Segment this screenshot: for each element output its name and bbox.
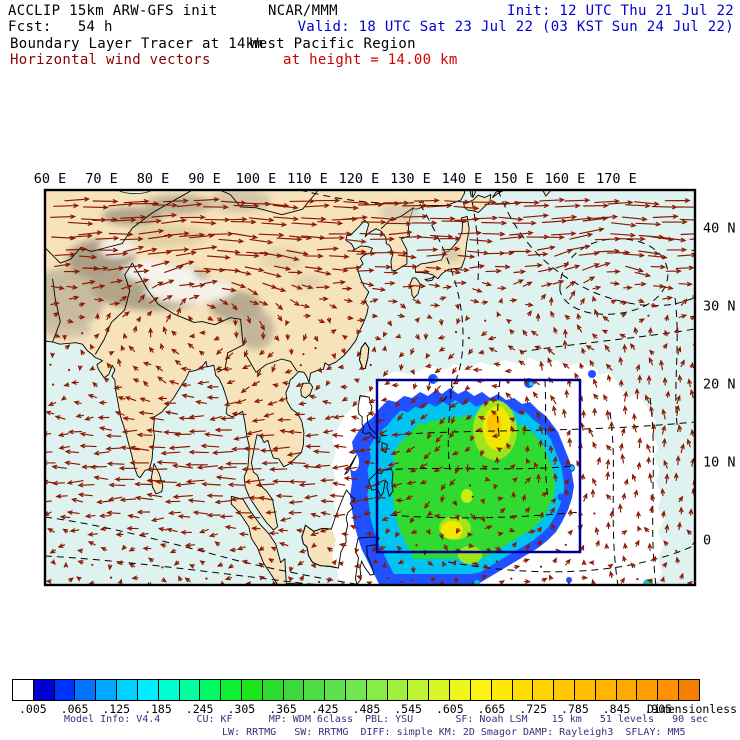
colorbar-cell: [450, 680, 471, 700]
lat-tick-label: 0: [703, 533, 711, 549]
contour-dashed: [544, 379, 549, 501]
colorbar-cell: [616, 680, 638, 700]
contour-dashed: [497, 190, 695, 307]
analysis-region-box: [375, 378, 582, 554]
lon-tick-label: 60 E: [34, 171, 67, 187]
model-title: ACCLIP 15km ARW-GFS init: [8, 3, 218, 19]
colorbar-tick-label: .245: [185, 702, 214, 716]
colorbar-tick-label: .905: [644, 702, 673, 716]
colorbar-cell: [533, 680, 555, 700]
colorbar-tick-label: .725: [519, 702, 548, 716]
colorbar-tick-label: .305: [227, 702, 256, 716]
colorbar-tick-label: .845: [602, 702, 631, 716]
colorbar-cell: [200, 680, 222, 700]
org-label: NCAR/MMM: [268, 3, 338, 19]
colorbar-tick-label: .605: [435, 702, 464, 716]
colorbar-cell: [595, 680, 617, 700]
vector-caption: Horizontal wind vectors: [10, 52, 211, 68]
lon-tick-label: 90 E: [188, 171, 221, 187]
colorbar-cell: [54, 680, 76, 700]
init-time: Init: 12 UTC Thu 21 Jul 22: [507, 3, 734, 19]
colorbar-cell: [366, 680, 388, 700]
lon-tick-label: 160 E: [545, 171, 586, 187]
field-title: Boundary Layer Tracer at 14km: [10, 36, 264, 52]
lat-tick-label: 40 N: [703, 221, 736, 237]
lon-tick-label: 100 E: [236, 171, 277, 187]
colorbar-tick-label: .365: [269, 702, 297, 716]
colorbar-labels: .005 .065 .125 .185 .245 .305 .365 .425 .485 .545…: [0, 702, 740, 716]
wind-vectors: [45, 197, 695, 585]
colorbar-cell: [262, 680, 284, 700]
colorbar-cell: [283, 680, 305, 700]
colorbar-cell: [429, 680, 451, 700]
map-frame: [43, 188, 697, 587]
colorbar-cell: [554, 680, 575, 700]
lon-tick-label: 140 E: [442, 171, 483, 187]
colorbar: [12, 679, 700, 701]
contour-dashed: [45, 516, 365, 585]
colorbar-cell: [470, 680, 492, 700]
contour-dashed: [389, 511, 581, 519]
contour-dashed: [299, 190, 425, 204]
colorbar-cell: [158, 680, 180, 700]
colorbar-tick-label: .425: [310, 702, 339, 716]
colorbar-cell: [75, 680, 97, 700]
lat-tick-label: 30 N: [703, 299, 736, 315]
colorbar-cell: [221, 680, 242, 700]
model-info-line2: LW: RRTMG SW: RRTMG DIFF: simple KM: 2D …: [222, 727, 686, 738]
lon-tick-label: 110 E: [287, 171, 328, 187]
colorbar-cell: [679, 680, 699, 700]
colorbar-tick-label: .545: [394, 702, 422, 716]
colorbar-cell: [512, 680, 534, 700]
lat-tick-label: 10 N: [703, 455, 736, 471]
colorbar-tick-label: .785: [561, 702, 589, 716]
lon-tick-label: 170 E: [596, 171, 637, 187]
colorbar-cell: [304, 680, 326, 700]
contour-dashed: [497, 379, 501, 441]
tracer-green: [391, 414, 556, 559]
colorbar-tick-label: .665: [477, 702, 506, 716]
colorbar-cell: [33, 680, 55, 700]
colorbar-tick-label: .125: [102, 702, 131, 716]
colorbar-unit-label: Dimensionless: [646, 702, 737, 716]
colorbar-cell: [241, 680, 263, 700]
valid-time: Valid: 18 UTC Sat 23 Jul 22 (03 KST Sun …: [297, 19, 734, 35]
colorbar-cell: [658, 680, 679, 700]
colorbar-cell: [491, 680, 513, 700]
forecast-hour: Fcst: 54 h: [8, 19, 113, 35]
colorbar-tick-label: .005: [18, 702, 47, 716]
colorbar-cell: [137, 680, 159, 700]
height-caption: at height = 14.00 km: [283, 52, 458, 68]
map-canvas: [45, 190, 695, 585]
contour-dashed: [559, 238, 669, 315]
lat-tick-label: 20 N: [703, 377, 736, 393]
region-title: West Pacific Region: [250, 36, 416, 52]
lon-tick-label: 130 E: [390, 171, 431, 187]
model-info-line1: Model Info: V4.4 CU: KF MP: WDM 6class P…: [64, 714, 709, 725]
colorbar-cell: [117, 680, 138, 700]
colorbar-cell: [96, 680, 118, 700]
colorbar-tick-label: .185: [144, 702, 172, 716]
colorbar-cell: [346, 680, 367, 700]
lon-tick-label: 70 E: [85, 171, 118, 187]
colorbar-cell: [387, 680, 409, 700]
lon-tick-label: 150 E: [493, 171, 534, 187]
contour-dashed: [674, 297, 679, 433]
colorbar-cell: [179, 680, 201, 700]
lon-tick-label: 120 E: [339, 171, 380, 187]
colorbar-cell: [574, 680, 596, 700]
colorbar-tick-label: .485: [352, 702, 381, 716]
colorbar-cell: [637, 680, 659, 700]
colorbar-cell: [325, 680, 346, 700]
contour-dashed: [447, 544, 695, 573]
lon-tick-label: 80 E: [137, 171, 170, 187]
colorbar-cell: [408, 680, 430, 700]
colorbar-tick-label: .065: [60, 702, 89, 716]
colorbar-cell: [13, 680, 34, 700]
